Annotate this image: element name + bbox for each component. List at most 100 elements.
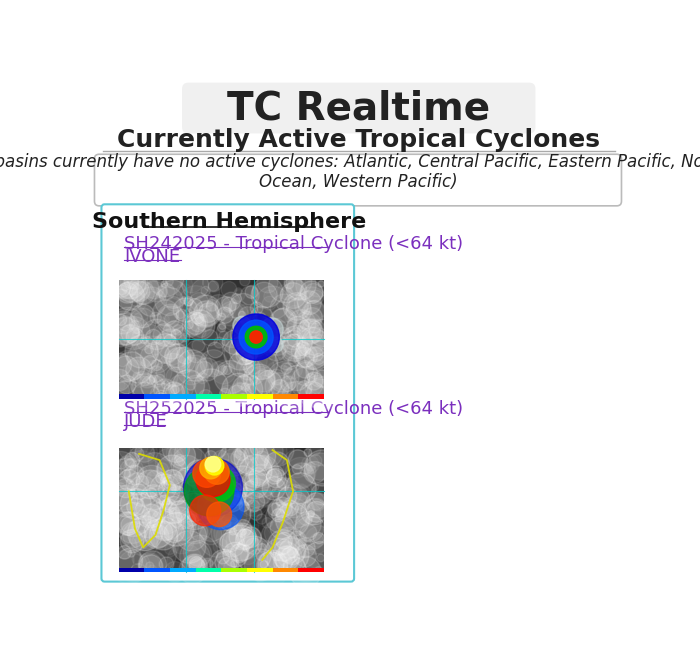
Circle shape [217,446,248,477]
Circle shape [258,272,278,293]
Circle shape [288,548,298,558]
Circle shape [229,335,259,365]
Circle shape [106,289,132,315]
Circle shape [151,359,162,371]
Circle shape [139,278,159,298]
Circle shape [224,520,231,527]
Circle shape [244,364,275,395]
Circle shape [280,376,296,391]
Circle shape [120,530,144,553]
Circle shape [295,345,318,367]
Text: SH242025 - Tropical Cyclone (<64 kt): SH242025 - Tropical Cyclone (<64 kt) [124,235,463,253]
Circle shape [162,499,176,512]
Circle shape [234,440,269,475]
Circle shape [284,330,303,350]
Circle shape [206,294,232,320]
Circle shape [120,288,146,314]
Circle shape [205,488,218,502]
Circle shape [182,312,206,335]
Circle shape [202,495,209,502]
Circle shape [167,436,202,471]
Circle shape [173,530,206,564]
Circle shape [296,361,314,378]
Circle shape [298,328,328,357]
Circle shape [140,467,146,474]
Circle shape [118,325,140,346]
Bar [170,568,195,572]
Circle shape [306,462,316,471]
Circle shape [166,271,183,289]
Circle shape [284,279,294,289]
Circle shape [244,440,276,471]
Bar [144,394,170,399]
Circle shape [221,437,258,473]
Circle shape [205,451,217,462]
Circle shape [154,379,176,402]
Circle shape [309,290,323,304]
Circle shape [230,320,261,351]
Circle shape [155,341,178,364]
Circle shape [189,557,204,572]
Circle shape [230,528,237,535]
Circle shape [241,549,257,565]
Circle shape [214,450,229,466]
Circle shape [258,544,267,552]
Circle shape [155,448,183,476]
Circle shape [296,550,306,559]
Circle shape [172,328,190,345]
Circle shape [276,497,309,530]
Circle shape [295,503,305,513]
Circle shape [210,550,239,578]
Circle shape [117,512,148,544]
Circle shape [311,483,332,505]
Circle shape [229,523,256,550]
Circle shape [113,356,139,382]
Circle shape [159,557,174,572]
Circle shape [219,484,242,507]
Circle shape [255,451,270,466]
Circle shape [132,519,141,527]
Circle shape [160,512,193,546]
Circle shape [281,495,314,528]
Circle shape [139,551,167,579]
Circle shape [247,367,276,395]
Circle shape [283,450,312,478]
Circle shape [309,347,323,361]
Circle shape [132,282,155,304]
Circle shape [302,308,323,328]
Circle shape [221,282,237,297]
Circle shape [276,335,285,344]
Circle shape [131,491,161,520]
Circle shape [159,475,190,505]
Circle shape [192,474,214,496]
Circle shape [237,445,248,455]
Circle shape [266,468,286,488]
Circle shape [269,473,297,501]
Circle shape [186,322,193,329]
Circle shape [178,468,191,481]
Circle shape [135,532,155,551]
Circle shape [176,309,188,321]
Circle shape [224,559,241,577]
Circle shape [293,312,322,339]
Circle shape [208,438,241,470]
Circle shape [253,375,275,397]
Circle shape [153,324,176,346]
Circle shape [181,296,188,304]
Circle shape [250,376,258,384]
Circle shape [245,384,255,394]
Circle shape [156,495,169,509]
Circle shape [206,502,232,526]
Circle shape [231,451,245,465]
Circle shape [131,304,155,328]
Circle shape [180,270,203,293]
Circle shape [288,356,299,367]
Bar [272,568,298,572]
Circle shape [240,489,268,516]
Circle shape [294,362,318,386]
Circle shape [210,480,220,491]
Circle shape [155,473,167,483]
Circle shape [113,535,137,559]
Circle shape [176,347,194,364]
Circle shape [183,302,192,312]
